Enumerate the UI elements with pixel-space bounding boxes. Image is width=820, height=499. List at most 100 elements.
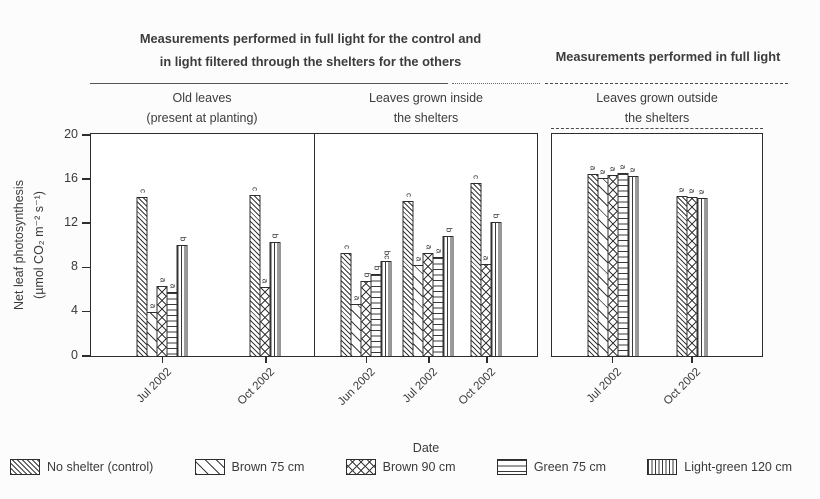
bar-container: a — [696, 190, 708, 356]
y-tick-label: 20 — [64, 126, 78, 141]
x-axis-tick — [365, 357, 368, 363]
legend-item: No shelter (control) — [10, 459, 153, 475]
significance-letter: a — [414, 256, 424, 262]
legend-swatch-brown90 — [345, 459, 376, 475]
panel-title-line: Leaves grown inside — [369, 91, 483, 105]
bar-container: b — [269, 234, 281, 356]
significance-letter: a — [158, 277, 168, 283]
y-axis-tick — [82, 134, 90, 136]
y-tick-label: 0 — [71, 347, 78, 362]
y-tick-label: 4 — [71, 303, 78, 318]
header-left-line2: in light filtered through the shelters f… — [159, 54, 462, 69]
legend-item: Brown 75 cm — [194, 459, 304, 475]
bar-group: c a b — [249, 187, 281, 356]
x-tick-label: Oct 2002 — [235, 366, 277, 408]
panel-title-line: Leaves grown outside — [596, 91, 718, 105]
panel-title-leaves-outside: Leaves grown outside the shelters — [547, 88, 767, 128]
panel-leaves-inside: c a b b bc c a a a b c a b — [315, 133, 538, 357]
x-tick-label: Jul 2002 — [134, 366, 174, 406]
significance-letter: b — [362, 272, 372, 278]
bar-group: c a b — [470, 175, 502, 356]
x-axis-tick — [611, 357, 614, 363]
y-axis-label: Net leaf photosynthesis (µmol CO₂ m⁻² s⁻… — [9, 130, 51, 360]
x-axis-label: Date — [412, 441, 440, 455]
bar-container: b — [176, 237, 188, 356]
bar-group: c a b b bc — [340, 245, 392, 356]
legend-item: Brown 90 cm — [345, 459, 456, 475]
y-axis-tick — [82, 355, 90, 357]
significance-letter: b — [491, 213, 501, 219]
x-tick-label: Jun 2002 — [335, 366, 378, 408]
legend-swatch-control — [10, 459, 40, 475]
significance-letter: a — [260, 278, 270, 284]
significance-letter: a — [608, 166, 618, 172]
significance-letter: b — [270, 233, 280, 239]
significance-letter: a — [677, 187, 687, 193]
x-tick-label: Oct 2002 — [456, 366, 499, 408]
significance-letter: a — [697, 189, 707, 195]
bar-lightgreen120 — [380, 261, 392, 356]
y-axis-tick — [82, 222, 90, 224]
bar-lightgreen120 — [490, 222, 502, 356]
significance-letter: c — [471, 175, 481, 179]
panel-title-leaves-inside: Leaves grown inside the shelters — [316, 88, 536, 128]
significance-letter: b — [444, 227, 454, 233]
header-left-line1: Measurements performed in full light for… — [139, 31, 482, 46]
bar-container: b — [490, 214, 502, 356]
legend-swatch-lightgreen120 — [647, 459, 678, 475]
legend: No shelter (control) Brown 75 cm Brown 90 … — [10, 459, 792, 475]
x-axis-tick — [428, 357, 430, 363]
bar-lightgreen120 — [442, 236, 454, 356]
header-right: Measurements performed in full light — [555, 49, 781, 64]
panel-title-line: Old leaves — [172, 91, 232, 105]
bar-control — [249, 195, 261, 356]
x-axis-tick — [486, 357, 488, 363]
panel-outside-top-dashes — [551, 128, 763, 129]
y-tick-label: 16 — [64, 170, 78, 185]
y-tick-label: 8 — [71, 259, 78, 274]
significance-letter: c — [138, 189, 148, 193]
bar-container: a — [627, 168, 639, 356]
x-tick-label: Oct 2002 — [661, 366, 704, 408]
significance-letter: b — [372, 265, 382, 271]
y-axis-tick — [82, 266, 90, 269]
significance-letter: c — [404, 193, 414, 197]
significance-letter: bc — [382, 250, 392, 260]
significance-letter: a — [687, 188, 697, 194]
bar-control — [136, 197, 148, 356]
x-tick-label: Jul 2002 — [400, 366, 441, 406]
significance-letter: a — [424, 244, 434, 250]
y-tick-label: 12 — [64, 214, 78, 229]
significance-letter: a — [628, 167, 638, 173]
significance-letter: a — [148, 303, 158, 309]
significance-letter: a — [588, 165, 598, 171]
bar-container: b — [442, 228, 454, 356]
legend-item: Green 75 cm — [496, 459, 607, 475]
legend-swatch-brown75 — [194, 459, 225, 475]
legend-label: Green 75 cm — [533, 460, 607, 474]
significance-letter: a — [168, 283, 178, 289]
bar-container: bc — [380, 251, 392, 356]
header-right-underline — [545, 83, 788, 84]
panel-title-line: the shelters — [393, 111, 459, 125]
legend-item: Light-green 120 cm — [647, 459, 792, 475]
significance-letter: a — [598, 169, 608, 175]
x-axis-tick — [265, 357, 267, 363]
bar-container: c — [136, 189, 148, 356]
significance-letter: a — [481, 255, 491, 261]
legend-label: No shelter (control) — [47, 460, 154, 474]
x-axis-tick — [161, 357, 163, 363]
bar-lightgreen120 — [627, 176, 639, 356]
significance-letter: c — [250, 187, 260, 191]
header-left-underline — [90, 83, 448, 84]
legend-label: Light-green 120 cm — [684, 460, 792, 474]
header-underline-transition — [452, 83, 540, 84]
significance-letter: a — [618, 164, 628, 170]
